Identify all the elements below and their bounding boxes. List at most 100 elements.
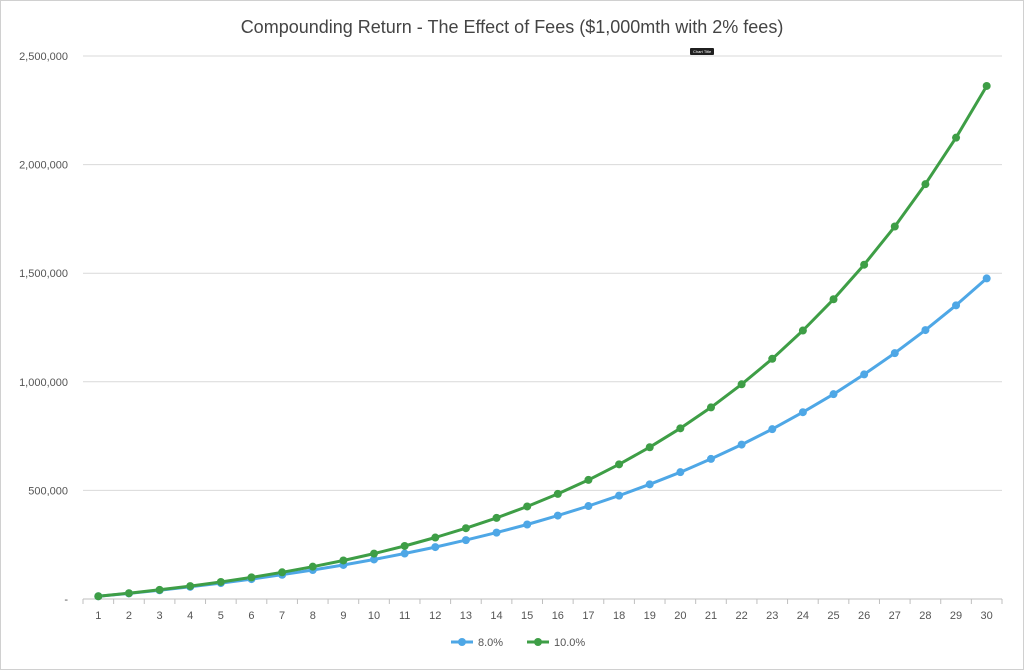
x-tick-label: 14 — [490, 610, 502, 622]
x-tick-label: 11 — [399, 610, 410, 622]
legend-label: 10.0% — [554, 637, 585, 649]
data-point[interactable] — [492, 528, 501, 537]
data-point[interactable] — [247, 573, 256, 582]
data-point[interactable] — [952, 133, 961, 142]
data-point[interactable] — [553, 511, 562, 520]
x-tick-label: 25 — [827, 610, 839, 622]
data-point[interactable] — [982, 81, 991, 90]
data-point[interactable] — [523, 502, 532, 511]
data-point[interactable] — [216, 577, 225, 586]
x-axis-ticks: 1 2 3 4 5 6 7 8 9 10 11 12 13 14 15 16 17 18 19 20 21 22 23 24 2… — [82, 599, 1003, 622]
x-tick-label: 24 — [797, 610, 809, 622]
data-point[interactable] — [676, 468, 685, 477]
x-tick-label: 22 — [735, 610, 747, 622]
data-point[interactable] — [584, 475, 593, 484]
x-tick-label: 9 — [340, 610, 346, 622]
y-tick-label: 2,500,000 — [19, 51, 68, 63]
data-point[interactable] — [890, 222, 899, 231]
data-point[interactable] — [553, 489, 562, 498]
data-point[interactable] — [952, 301, 961, 310]
data-point[interactable] — [278, 568, 287, 577]
x-tick-label: 1 — [95, 610, 101, 622]
data-point[interactable] — [706, 454, 715, 463]
data-point[interactable] — [339, 556, 348, 565]
x-tick-label: 12 — [429, 610, 441, 622]
data-point[interactable] — [676, 424, 685, 433]
data-point[interactable] — [737, 440, 746, 449]
x-tick-label: 19 — [644, 610, 656, 622]
y-tick-label: 2,000,000 — [19, 160, 68, 172]
legend-label: 8.0% — [478, 637, 503, 649]
series-line-1 — [96, 84, 989, 598]
data-point[interactable] — [492, 513, 501, 522]
series-points — [94, 81, 991, 601]
x-tick-label: 30 — [981, 610, 993, 622]
legend-item-0[interactable]: 8.0% — [451, 637, 503, 649]
data-point[interactable] — [584, 502, 593, 511]
data-point[interactable] — [461, 536, 470, 545]
y-tick-label: 1,500,000 — [19, 268, 68, 280]
data-point[interactable] — [982, 274, 991, 283]
data-point[interactable] — [645, 443, 654, 452]
data-point[interactable] — [798, 408, 807, 417]
data-point[interactable] — [615, 491, 624, 500]
x-tick-label: 2 — [126, 610, 132, 622]
data-point[interactable] — [370, 555, 379, 564]
chart-title-tooltip: Chart Title — [690, 48, 715, 55]
legend: 8.0% 10.0% — [451, 637, 585, 649]
x-tick-label: 29 — [950, 610, 962, 622]
x-tick-label: 27 — [889, 610, 901, 622]
x-tick-label: 26 — [858, 610, 870, 622]
data-point[interactable] — [523, 520, 532, 529]
x-tick-label: 21 — [705, 610, 717, 622]
data-point[interactable] — [615, 460, 624, 469]
x-tick-label: 6 — [248, 610, 254, 622]
data-point[interactable] — [860, 260, 869, 269]
legend-item-1[interactable]: 10.0% — [527, 637, 585, 649]
data-point[interactable] — [124, 589, 133, 598]
x-tick-label: 10 — [368, 610, 380, 622]
x-tick-label: 17 — [582, 610, 594, 622]
data-point[interactable] — [400, 541, 409, 550]
data-point[interactable] — [370, 549, 379, 558]
x-tick-label: 3 — [157, 610, 163, 622]
data-point[interactable] — [155, 585, 164, 594]
data-point[interactable] — [431, 543, 440, 552]
data-point[interactable] — [890, 349, 899, 358]
data-point[interactable] — [461, 524, 470, 533]
data-point[interactable] — [94, 592, 103, 601]
data-point[interactable] — [431, 533, 440, 542]
data-point[interactable] — [829, 390, 838, 399]
data-point[interactable] — [921, 180, 930, 189]
data-point[interactable] — [768, 354, 777, 363]
data-point[interactable] — [645, 480, 654, 489]
x-tick-label: 8 — [310, 610, 316, 622]
data-point[interactable] — [186, 582, 195, 591]
x-tick-label: 28 — [919, 610, 931, 622]
data-point[interactable] — [768, 425, 777, 434]
x-tick-label: 7 — [279, 610, 285, 622]
data-point[interactable] — [921, 326, 930, 335]
chart-title: Compounding Return - The Effect of Fees … — [240, 17, 784, 37]
x-tick-label: 23 — [766, 610, 778, 622]
data-point[interactable] — [706, 403, 715, 412]
legend-swatch-marker — [458, 638, 466, 646]
y-axis-ticks: - 500,000 1,000,000 1,500,000 2,000,000 2,500… — [19, 51, 68, 606]
data-point[interactable] — [860, 370, 869, 379]
y-tick-label: - — [64, 594, 68, 606]
gridlines — [83, 55, 1002, 600]
data-point[interactable] — [737, 380, 746, 389]
series-lines — [96, 84, 989, 598]
data-point[interactable] — [798, 326, 807, 335]
data-point[interactable] — [308, 562, 317, 571]
y-tick-label: 500,000 — [28, 485, 68, 497]
data-point[interactable] — [400, 549, 409, 558]
data-point[interactable] — [829, 295, 838, 304]
x-tick-label: 18 — [613, 610, 625, 622]
x-tick-label: 4 — [187, 610, 193, 622]
x-tick-label: 16 — [552, 610, 564, 622]
legend-swatch-marker — [534, 638, 542, 646]
x-tick-label: 5 — [218, 610, 224, 622]
series-line-0 — [96, 276, 989, 598]
